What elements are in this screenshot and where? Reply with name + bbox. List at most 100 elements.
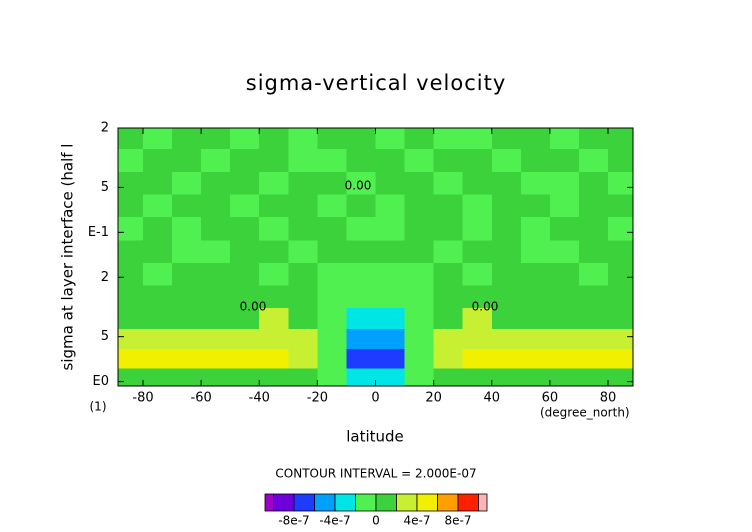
contour-cell (317, 240, 347, 263)
contour-cell (433, 285, 463, 308)
contour-cell (317, 194, 347, 218)
contour-cell (549, 217, 579, 241)
contour-cell (520, 194, 550, 218)
contour-cell (433, 148, 463, 172)
contour-cell (520, 348, 550, 369)
contour-cell (433, 171, 463, 195)
contour-cell (230, 329, 260, 349)
contour-cell (201, 194, 231, 218)
contour-label: 0.00 (240, 300, 267, 314)
contour-cell (433, 194, 463, 218)
contour-cell (118, 285, 143, 308)
contour-cell (375, 240, 405, 263)
contour-cell (142, 348, 173, 369)
y-tick-label: E0 (93, 374, 110, 389)
contour-cell (520, 307, 550, 330)
contour-cell (578, 262, 609, 286)
contour-cell (142, 285, 173, 308)
contour-cell (230, 217, 260, 241)
contour-cell (142, 329, 173, 349)
contour-cell (317, 307, 347, 330)
contour-cell (142, 171, 173, 195)
contour-cell (346, 348, 376, 369)
contour-cell (230, 171, 260, 195)
contour-cell (404, 368, 434, 386)
contour-cell (549, 307, 579, 330)
contour-cell (317, 262, 347, 286)
contour-cell (491, 348, 521, 369)
contour-cell (404, 128, 434, 149)
contour-cell (288, 307, 318, 330)
contour-cell (608, 307, 633, 330)
contour-cell (375, 329, 405, 349)
contour-cell (608, 217, 633, 241)
chart-title: sigma-vertical velocity (246, 71, 507, 95)
contour-cell (230, 348, 260, 369)
contour-cell (201, 171, 231, 195)
contour-cell (230, 368, 260, 386)
contour-cell (142, 148, 173, 172)
contour-cell (259, 148, 289, 172)
contour-cell (608, 285, 633, 308)
x-tick-label: 20 (425, 391, 442, 406)
contour-cell (375, 217, 405, 241)
contour-cell (520, 171, 550, 195)
contour-cell (230, 262, 260, 286)
contour-cell (375, 194, 405, 218)
contour-cell (462, 148, 492, 172)
contour-cell (142, 240, 173, 263)
contour-cell (433, 307, 463, 330)
contour-cell (288, 148, 318, 172)
contour-cell (491, 128, 521, 149)
contour-cell (578, 148, 609, 172)
contour-cell (404, 240, 434, 263)
contour-cell (491, 194, 521, 218)
x-axis-label: latitude (346, 428, 404, 446)
y-tick-label: 2 (101, 121, 109, 136)
contour-cell (462, 194, 492, 218)
contour-cell (142, 307, 173, 330)
x-tick-label: -40 (249, 391, 270, 406)
y-tick-label: 2 (101, 270, 109, 285)
contour-cell (462, 368, 492, 386)
contour-cell (462, 285, 492, 308)
contour-cell (259, 128, 289, 149)
contour-cell (578, 217, 609, 241)
contour-cell (462, 348, 492, 369)
contour-cell (375, 128, 405, 149)
contour-cell (317, 128, 347, 149)
contour-cell (375, 285, 405, 308)
contour-cell (118, 348, 143, 369)
contour-cell (608, 171, 633, 195)
contour-cell (317, 329, 347, 349)
contour-cell (462, 217, 492, 241)
contour-cell (288, 194, 318, 218)
contour-cell (118, 262, 143, 286)
contour-cell (578, 194, 609, 218)
contour-cell (317, 171, 347, 195)
contour-cell (578, 368, 609, 386)
colorbar-tick-label: 8e-7 (445, 514, 472, 528)
contour-cell (201, 262, 231, 286)
contour-cell (404, 171, 434, 195)
contour-cell (288, 171, 318, 195)
contour-cell (433, 240, 463, 263)
contour-cell (172, 348, 202, 369)
contour-cell (172, 240, 202, 263)
contour-cell (608, 240, 633, 263)
contour-cell (608, 348, 633, 369)
contour-cell (433, 217, 463, 241)
contour-cell (172, 368, 202, 386)
contour-cell (462, 171, 492, 195)
y-tick-label: 5 (101, 180, 109, 195)
contour-cell (142, 194, 173, 218)
y-tick-label: 5 (101, 329, 109, 344)
contour-cell (288, 128, 318, 149)
contour-cell (491, 368, 521, 386)
contour-cell (288, 329, 318, 349)
colorbar-swatch (314, 493, 336, 512)
contour-interval: CONTOUR INTERVAL = 2.000E-07 (275, 467, 476, 481)
contour-cell (172, 171, 202, 195)
contour-cell (288, 285, 318, 308)
